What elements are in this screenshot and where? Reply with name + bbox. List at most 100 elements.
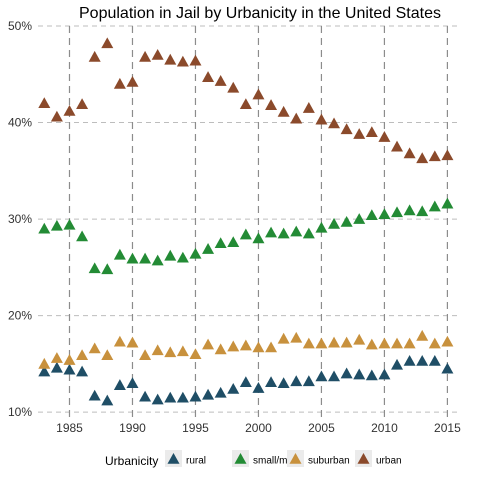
- data-point: [252, 382, 265, 393]
- data-point: [277, 377, 290, 389]
- data-point: [202, 243, 215, 254]
- data-point: [113, 77, 126, 89]
- data-point: [76, 365, 89, 377]
- chart-title: Population in Jail by Urbanicity in the …: [79, 5, 441, 22]
- data-point: [441, 197, 454, 209]
- data-point: [265, 341, 278, 353]
- data-point: [126, 75, 139, 87]
- series-urban: [38, 37, 454, 164]
- data-point: [315, 113, 328, 125]
- data-point: [151, 254, 164, 266]
- data-point: [214, 343, 227, 355]
- data-point: [113, 248, 126, 260]
- data-point: [365, 209, 378, 221]
- data-point: [151, 48, 164, 60]
- legend-key-marker: [289, 453, 302, 464]
- data-point: [428, 337, 441, 349]
- data-point: [277, 332, 290, 344]
- y-tick-label: 10%: [8, 405, 32, 419]
- data-point: [441, 149, 454, 161]
- data-point: [340, 336, 353, 348]
- data-point: [151, 344, 164, 356]
- data-point: [353, 333, 366, 345]
- data-point: [365, 338, 378, 350]
- data-point: [428, 200, 441, 212]
- data-point: [265, 226, 278, 238]
- data-point: [139, 50, 152, 62]
- data-point: [403, 147, 416, 159]
- data-point: [38, 365, 51, 377]
- data-point: [227, 81, 240, 93]
- y-tick-label: 40%: [8, 116, 32, 130]
- data-point: [340, 123, 353, 135]
- data-point: [340, 215, 353, 227]
- data-point: [403, 355, 416, 366]
- data-point: [164, 391, 177, 403]
- data-point: [88, 262, 101, 274]
- data-point: [176, 345, 189, 357]
- legend-key-marker: [234, 453, 247, 464]
- data-point: [176, 391, 189, 403]
- data-point: [353, 213, 366, 224]
- data-point: [252, 232, 265, 244]
- data-point: [88, 389, 101, 401]
- legend-label: suburban: [308, 456, 350, 467]
- data-point: [50, 352, 63, 363]
- y-tick-label: 20%: [8, 309, 32, 323]
- data-point: [76, 349, 89, 361]
- data-point: [88, 50, 101, 62]
- data-point: [315, 370, 328, 382]
- data-point: [353, 368, 366, 380]
- y-tick-label: 30%: [8, 212, 32, 226]
- data-point: [302, 375, 315, 387]
- data-point: [227, 383, 240, 394]
- data-point: [202, 338, 215, 350]
- data-point: [139, 390, 152, 402]
- data-point: [227, 340, 240, 352]
- data-point: [151, 393, 164, 405]
- data-point: [101, 37, 114, 49]
- data-point: [315, 337, 328, 349]
- data-point: [353, 128, 366, 139]
- data-point: [189, 54, 202, 66]
- data-point: [101, 394, 114, 406]
- data-point: [416, 355, 429, 366]
- data-point: [391, 206, 404, 218]
- data-point: [441, 335, 454, 347]
- legend-label: urban: [376, 456, 402, 467]
- data-point: [328, 336, 341, 348]
- data-point: [403, 204, 416, 216]
- data-point: [340, 367, 353, 379]
- data-point: [126, 252, 139, 264]
- data-point: [76, 98, 89, 109]
- data-point: [290, 331, 303, 343]
- data-point: [391, 140, 404, 152]
- data-point: [113, 379, 126, 390]
- x-tick-label: 1990: [119, 421, 146, 435]
- legend-key-marker: [357, 453, 370, 464]
- legend-key-marker: [167, 453, 180, 464]
- data-point: [76, 230, 89, 242]
- legend: Urbanicity rural small/mid suburban urban: [105, 450, 402, 468]
- data-point: [139, 349, 152, 361]
- data-point: [63, 104, 76, 116]
- data-point: [38, 357, 51, 369]
- x-tick-label: 1985: [56, 421, 83, 435]
- data-point: [50, 110, 63, 122]
- data-point: [239, 376, 252, 388]
- x-tick-label: 2005: [308, 421, 335, 435]
- data-point: [290, 225, 303, 237]
- data-point: [113, 335, 126, 347]
- data-point: [378, 368, 391, 380]
- data-points: [38, 37, 454, 406]
- data-point: [302, 227, 315, 239]
- data-point: [328, 217, 341, 229]
- data-point: [315, 221, 328, 233]
- x-tick-label: 1995: [182, 421, 209, 435]
- legend-label: small/mid: [253, 456, 295, 467]
- grid: [38, 25, 460, 417]
- data-point: [391, 358, 404, 370]
- data-point: [416, 329, 429, 341]
- data-point: [189, 390, 202, 402]
